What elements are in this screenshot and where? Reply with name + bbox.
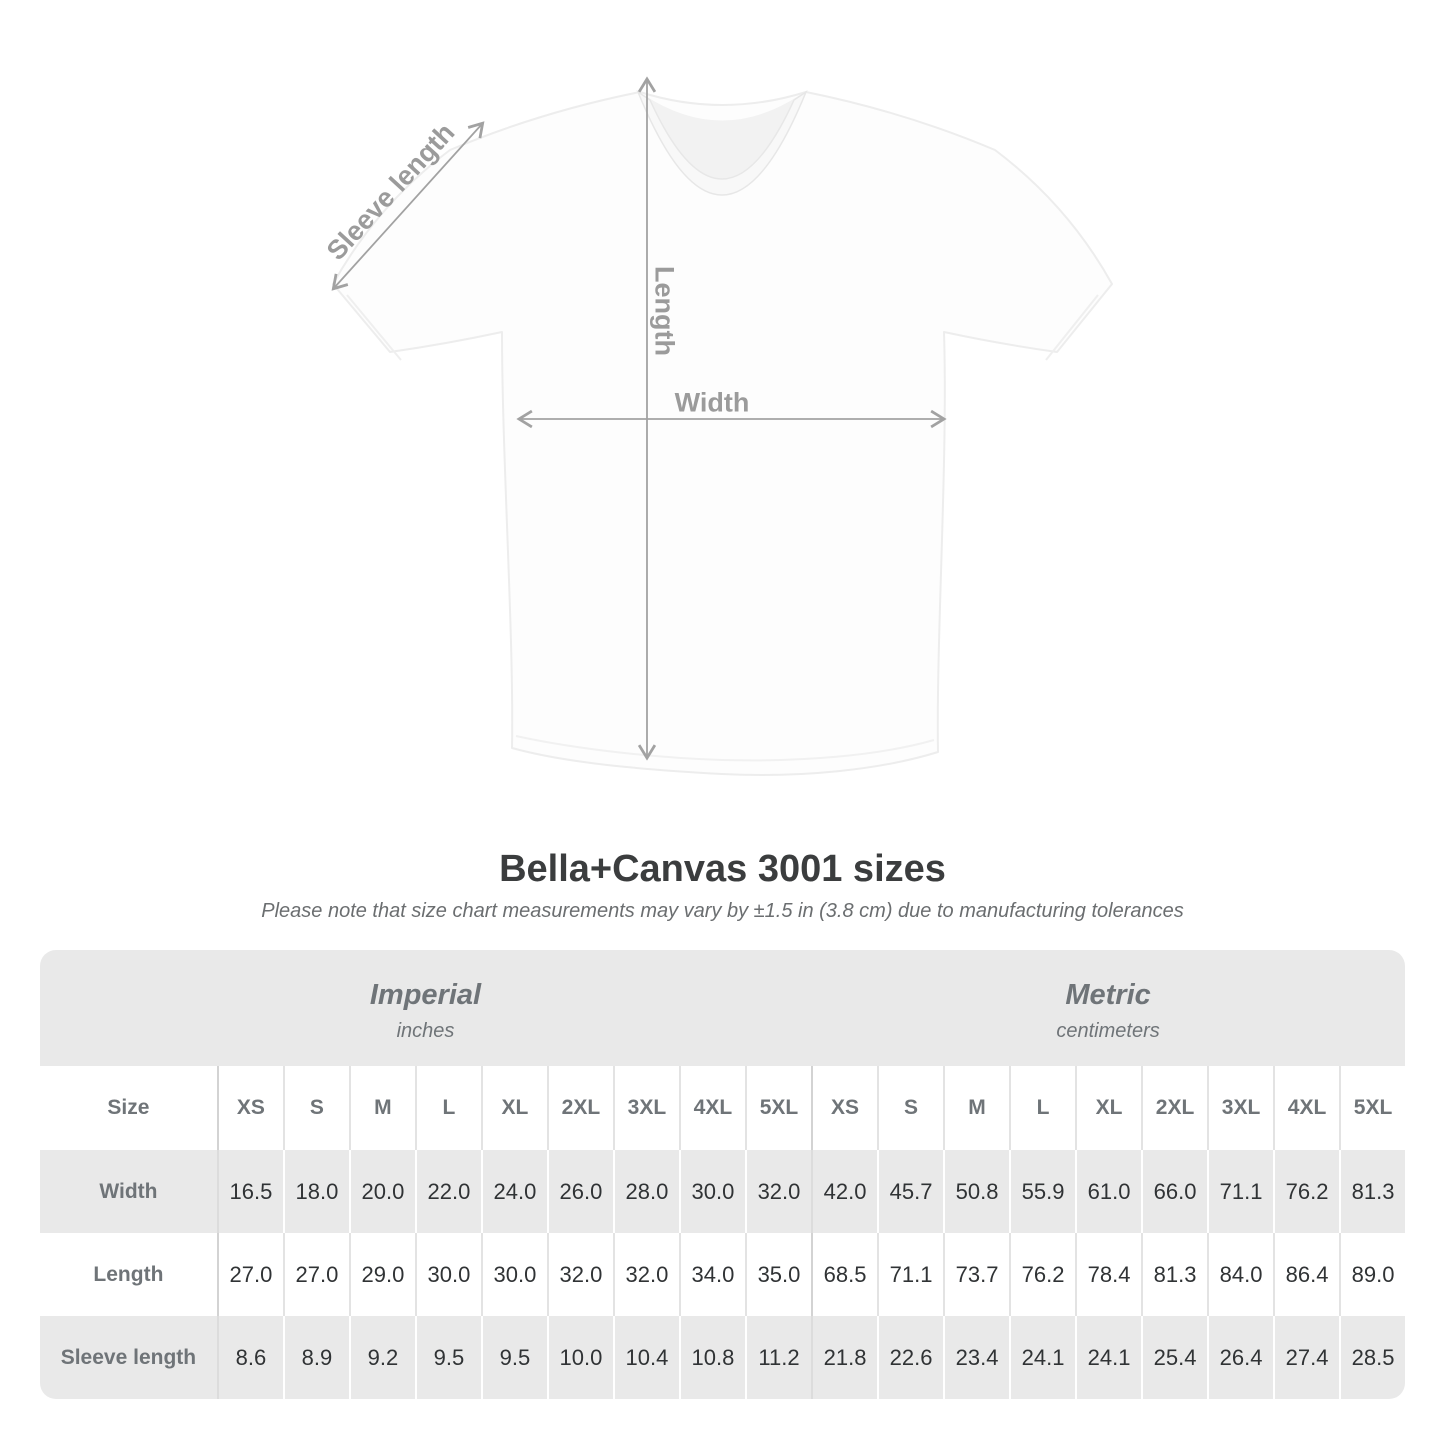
page-title: Bella+Canvas 3001 sizes [499,848,946,890]
cell-length-imperial-4xl: 34.0 [678,1233,745,1316]
cell-sleeve-length-metric-s: 22.6 [877,1316,944,1399]
cell-sleeve-length-metric-xl: 24.1 [1075,1316,1142,1399]
size-header-imperial-xs: XS [216,1066,283,1150]
cell-length-metric-3xl: 84.0 [1207,1233,1274,1316]
size-header-imperial-m: M [348,1066,415,1150]
cell-width-metric-5xl: 81.3 [1339,1150,1406,1233]
row-label-sleeve-length: Sleeve length [39,1316,217,1399]
sizes-header-row: Size XS S M L XL 2XL 3XL 4XL 5XL XS S M L XL 2XL 3XL 4XL… [39,1066,1406,1150]
cell-width-imperial-l: 22.0 [414,1150,481,1233]
cell-sleeve-length-metric-4xl: 27.4 [1273,1316,1340,1399]
cell-length-metric-xs: 68.5 [811,1233,878,1316]
tolerance-note: Please note that size chart measurements… [261,900,1184,922]
imperial-header: Imperial inches [39,950,812,1066]
cell-length-metric-m: 73.7 [943,1233,1010,1316]
size-header-imperial-l: L [414,1066,481,1150]
size-header-metric-5xl: 5XL [1339,1066,1406,1150]
units-row: Imperial inches Metric centimeters [39,950,1406,1066]
cell-length-imperial-m: 29.0 [348,1233,415,1316]
cell-length-imperial-3xl: 32.0 [612,1233,679,1316]
cell-length-metric-5xl: 89.0 [1339,1233,1406,1316]
size-header-metric-xl: XL [1075,1066,1142,1150]
cell-width-imperial-xl: 24.0 [480,1150,547,1233]
cell-sleeve-length-imperial-m: 9.2 [348,1316,415,1399]
cell-sleeve-length-imperial-5xl: 11.2 [744,1316,812,1399]
cell-length-imperial-s: 27.0 [282,1233,349,1316]
cell-sleeve-length-imperial-l: 9.5 [414,1316,481,1399]
cell-sleeve-length-imperial-s: 8.9 [282,1316,349,1399]
cell-sleeve-length-imperial-2xl: 10.0 [546,1316,613,1399]
cell-width-imperial-4xl: 30.0 [678,1150,745,1233]
metric-label: Metric [1065,978,1151,1011]
imperial-sublabel: inches [396,1019,455,1042]
cell-width-metric-4xl: 76.2 [1273,1150,1340,1233]
cell-sleeve-length-imperial-xl: 9.5 [480,1316,547,1399]
size-header-imperial-s: S [282,1066,349,1150]
cell-length-metric-2xl: 81.3 [1141,1233,1208,1316]
size-header-metric-m: M [943,1066,1010,1150]
cell-sleeve-length-imperial-xs: 8.6 [216,1316,283,1399]
cell-width-metric-s: 45.7 [877,1150,944,1233]
size-guide-page: Sleeve length Length Width Bella+Canvas … [39,76,1406,1399]
cell-width-imperial-xs: 16.5 [216,1150,283,1233]
length-label: Length [649,266,680,356]
imperial-label: Imperial [369,978,482,1011]
size-header-metric-xs: XS [811,1066,878,1150]
cell-length-metric-4xl: 86.4 [1273,1233,1340,1316]
cell-sleeve-length-metric-5xl: 28.5 [1339,1316,1406,1399]
size-header-imperial-2xl: 2XL [546,1066,613,1150]
size-header-metric-4xl: 4XL [1273,1066,1340,1150]
cell-width-metric-2xl: 66.0 [1141,1150,1208,1233]
cell-width-imperial-m: 20.0 [348,1150,415,1233]
size-header-metric-3xl: 3XL [1207,1066,1274,1150]
sleeve-length-arrow [331,121,485,291]
metric-header: Metric centimeters [811,950,1406,1066]
table-row-width: Width 16.5 18.0 20.0 22.0 24.0 26.0 28.0 30.0 32.… [39,1150,1406,1233]
size-header-imperial-3xl: 3XL [612,1066,679,1150]
cell-sleeve-length-metric-m: 23.4 [943,1316,1010,1399]
measurement-arrows [331,76,947,761]
cell-length-imperial-5xl: 35.0 [744,1233,812,1316]
row-label-width: Width [39,1150,217,1233]
cell-length-imperial-2xl: 32.0 [546,1233,613,1316]
cell-width-imperial-3xl: 28.0 [612,1150,679,1233]
cell-sleeve-length-metric-l: 24.1 [1009,1316,1076,1399]
row-label-length: Length [39,1233,217,1316]
table-row-length: Length 27.0 27.0 29.0 30.0 30.0 32.0 32.0 34.0 35… [39,1233,1406,1316]
cell-width-imperial-s: 18.0 [282,1150,349,1233]
size-header-imperial-xl: XL [480,1066,547,1150]
cell-length-imperial-xs: 27.0 [216,1233,283,1316]
cell-length-metric-xl: 78.4 [1075,1233,1142,1316]
cell-width-metric-m: 50.8 [943,1150,1010,1233]
size-chart-table: Imperial inches Metric centimeters Size … [39,950,1406,1399]
width-label: Width [674,387,750,418]
cell-width-imperial-2xl: 26.0 [546,1150,613,1233]
size-header-metric-s: S [877,1066,944,1150]
size-header-imperial-5xl: 5XL [744,1066,812,1150]
tshirt-measurement-diagram: Sleeve length Length Width [321,76,1113,776]
size-header-metric-l: L [1009,1066,1076,1150]
size-header-metric-2xl: 2XL [1141,1066,1208,1150]
cell-length-imperial-l: 30.0 [414,1233,481,1316]
cell-length-metric-s: 71.1 [877,1233,944,1316]
cell-width-metric-xs: 42.0 [811,1150,878,1233]
cell-width-metric-3xl: 71.1 [1207,1150,1274,1233]
cell-sleeve-length-metric-xs: 21.8 [811,1316,878,1399]
size-column-header: Size [39,1066,217,1150]
table-row-sleeve-length: Sleeve length 8.6 8.9 9.2 9.5 9.5 10.0 10.4 10.8… [39,1316,1406,1399]
cell-sleeve-length-imperial-3xl: 10.4 [612,1316,679,1399]
size-header-imperial-4xl: 4XL [678,1066,745,1150]
cell-width-metric-xl: 61.0 [1075,1150,1142,1233]
cell-width-metric-l: 55.9 [1009,1150,1076,1233]
cell-length-imperial-xl: 30.0 [480,1233,547,1316]
cell-width-imperial-5xl: 32.0 [744,1150,812,1233]
tshirt-illustration [331,76,1113,776]
tshirt-body [332,90,1113,776]
cell-length-metric-l: 76.2 [1009,1233,1076,1316]
cell-sleeve-length-metric-3xl: 26.4 [1207,1316,1274,1399]
cell-sleeve-length-imperial-4xl: 10.8 [678,1316,745,1399]
cell-sleeve-length-metric-2xl: 25.4 [1141,1316,1208,1399]
metric-sublabel: centimeters [1056,1019,1160,1042]
